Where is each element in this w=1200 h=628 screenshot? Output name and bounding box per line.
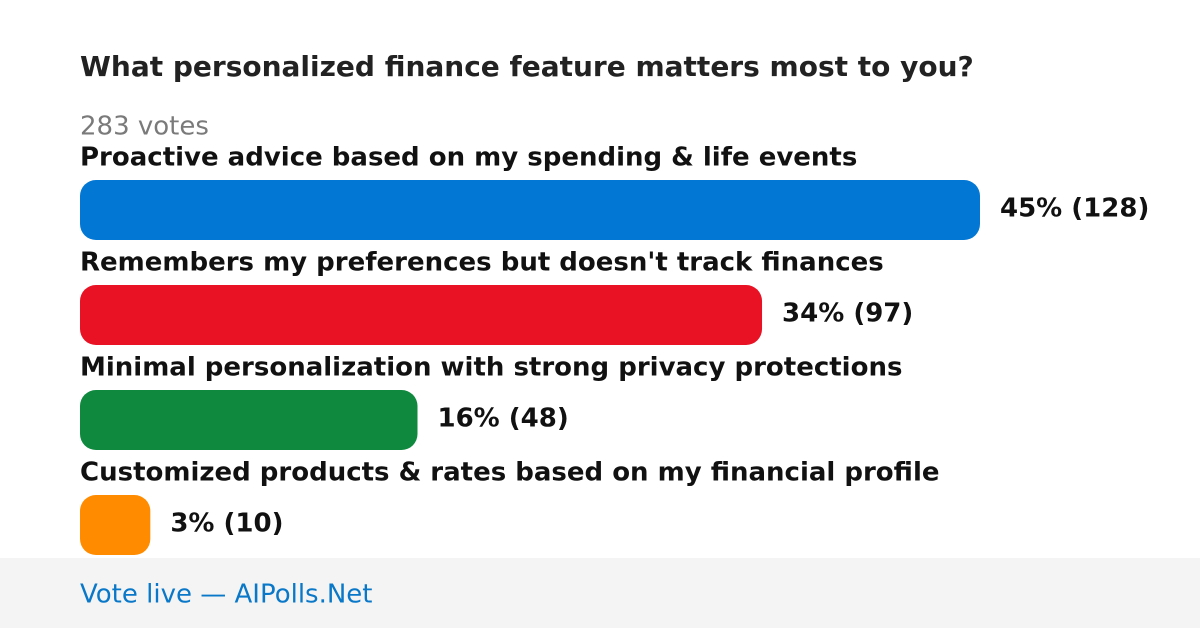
footer-link[interactable]: Vote live — AIPolls.Net bbox=[80, 580, 373, 610]
value-label: 16% (48) bbox=[438, 404, 569, 434]
bar bbox=[80, 285, 763, 345]
vote-count: 283 votes bbox=[80, 112, 209, 142]
bar bbox=[80, 180, 980, 240]
value-label: 45% (128) bbox=[1000, 194, 1149, 224]
footer-band bbox=[0, 558, 1200, 628]
option-label: Customized products & rates based on my … bbox=[80, 458, 940, 488]
option-label: Remembers my preferences but doesn't tra… bbox=[80, 248, 884, 278]
poll-title: What personalized finance feature matter… bbox=[80, 50, 974, 83]
value-label: 34% (97) bbox=[782, 299, 913, 329]
bar bbox=[80, 495, 151, 555]
bar bbox=[80, 390, 418, 450]
option-label: Proactive advice based on my spending & … bbox=[80, 143, 857, 173]
option-label: Minimal personalization with strong priv… bbox=[80, 353, 902, 383]
value-label: 3% (10) bbox=[170, 509, 283, 539]
